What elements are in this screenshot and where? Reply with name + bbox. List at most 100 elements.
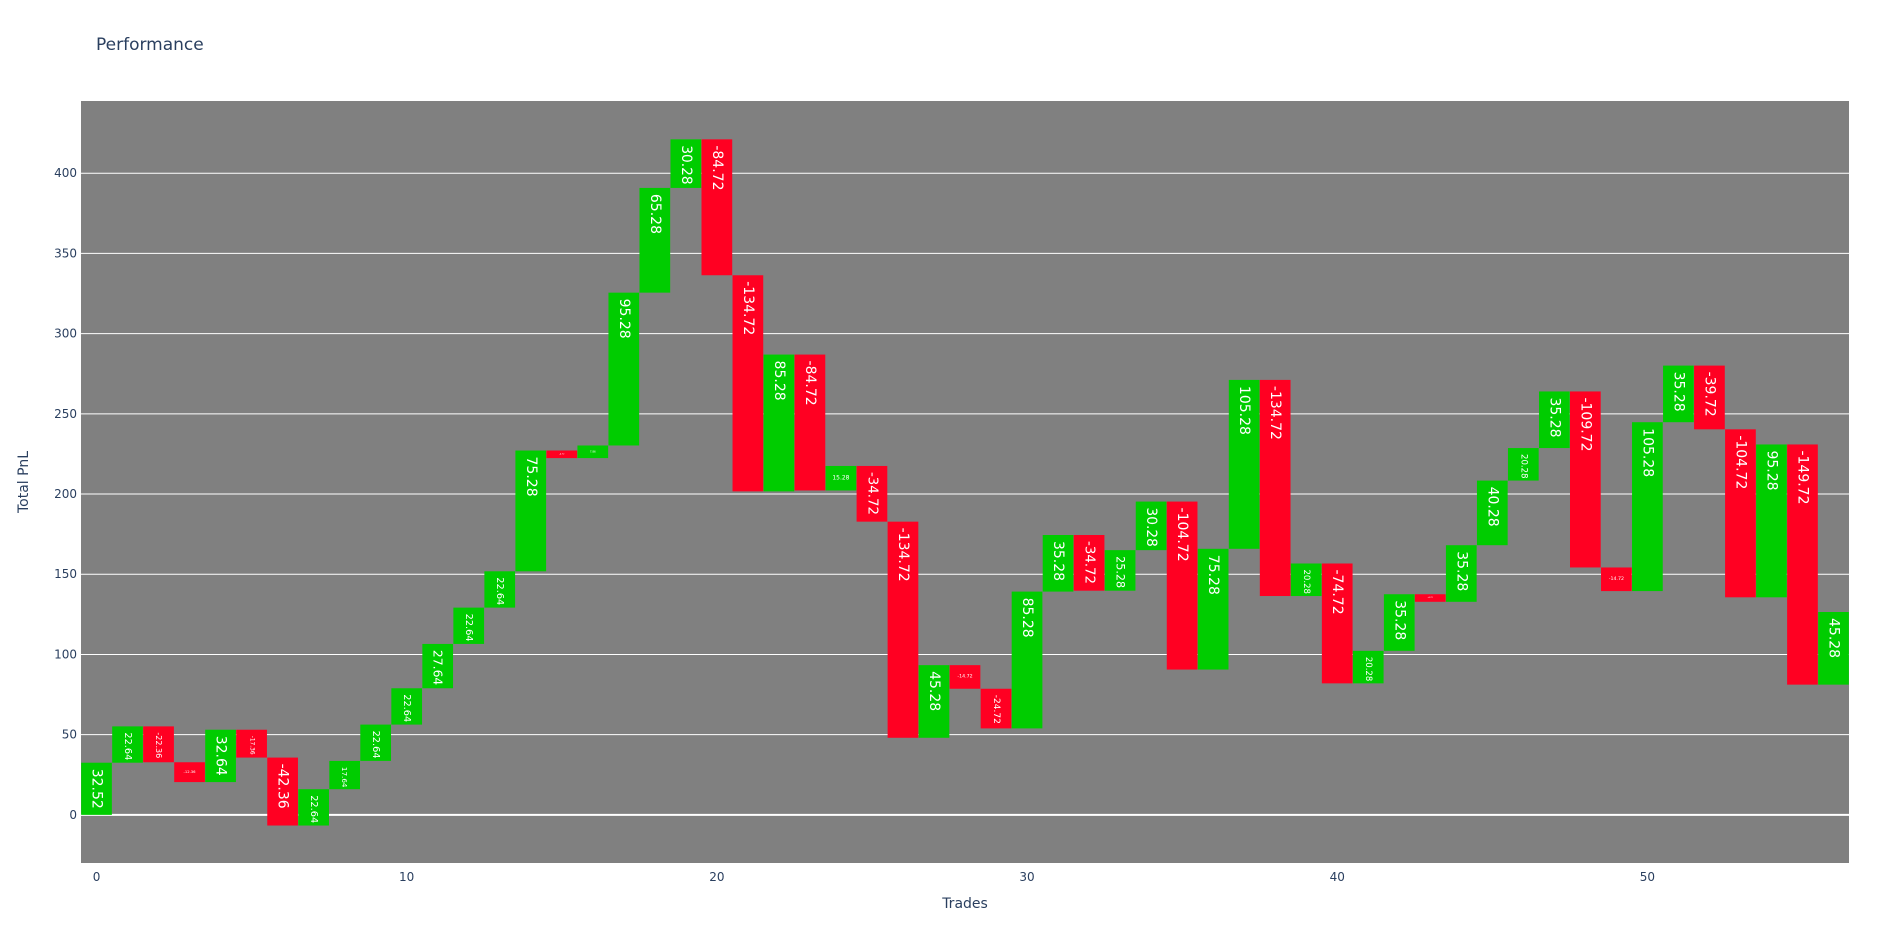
waterfall-bar [1197,548,1229,670]
bar-label: 105.28 [1639,428,1655,477]
bar-label: -39.72 [1701,372,1717,417]
x-tick-label: 20 [709,870,724,884]
waterfall-bar [980,688,1012,729]
waterfall-bar [1290,563,1322,597]
waterfall-bar [205,729,236,783]
y-axis-ticks: 0 50 100 150 200 250 300 350 400 [54,166,77,822]
x-tick-label: 30 [1019,870,1034,884]
waterfall-bar [918,665,950,738]
bar-label: 20.28 [1518,454,1528,478]
waterfall-bar [670,139,702,188]
waterfall-bar [1476,480,1508,546]
bar-label: 22.64 [122,732,133,760]
bar-label: 30.28 [1143,508,1159,547]
waterfall-bar [1569,391,1601,568]
waterfall-bar [1663,365,1694,423]
waterfall-bar [81,762,112,815]
waterfall-bar [236,729,267,758]
bar-label: 75.28 [1205,555,1221,595]
waterfall-bar [391,688,423,725]
x-axis-ticks: 0 10 20 30 40 50 [93,870,1655,884]
bar-label: -109.72 [1577,397,1593,451]
waterfall-bar [174,762,205,783]
x-tick-label: 40 [1330,870,1345,884]
bar-label: 45.28 [926,671,942,711]
bar-label: -84.72 [802,361,818,406]
waterfall-bar [887,521,919,738]
waterfall-bar [1228,379,1260,549]
waterfall-bar [298,789,329,826]
bar-label: -84.72 [709,145,725,190]
waterfall-bar [1383,594,1415,651]
bar-label: 25.28 [1114,556,1127,588]
bar-label: 32.64 [213,736,229,776]
bar-label: -34.72 [864,472,879,515]
bar-label: 22.64 [308,795,319,823]
bar-label: 95.28 [1763,450,1779,490]
waterfall-bar [1601,567,1632,592]
bar-label: -22.36 [154,732,163,758]
waterfall-bar [1507,448,1539,481]
bar-label: 20.28 [1363,657,1373,681]
bar-label: -4.72 [1428,597,1434,599]
bar-label: 30.28 [678,145,694,184]
waterfall-bar [1694,365,1725,430]
waterfall-bar [515,450,547,572]
bar-label: -42.36 [275,764,291,809]
waterfall-bar [1414,594,1446,602]
bar-label: -4.72 [559,453,565,455]
bar-label: -14.72 [1609,576,1624,582]
bar-label: 27.64 [431,650,445,686]
bar-label: -149.72 [1794,450,1810,504]
bar-label: 35.28 [1050,541,1066,581]
bar-label: 35.28 [1670,372,1686,412]
waterfall-bar [484,571,516,608]
bar-label: 35.28 [1546,397,1562,437]
y-tick-label: 150 [54,567,77,581]
waterfall-bar [1011,591,1043,729]
waterfall-bar [825,465,857,491]
y-tick-label: 300 [54,327,77,341]
bar-label: -134.72 [1267,386,1283,440]
bar-label: 22.64 [370,731,381,759]
bar-label: 7.86 [590,449,596,453]
bar-label: -134.72 [895,528,911,582]
bar-label: 15.28 [832,475,849,482]
bar-label: -34.72 [1082,541,1097,584]
bar-label: 20.28 [1301,569,1311,593]
waterfall-bar [608,292,640,446]
x-tick-label: 10 [399,870,414,884]
bar-label: -104.72 [1174,508,1190,562]
bar-label: 22.64 [494,577,505,605]
waterfall-bar [794,354,826,491]
bar-label: 40.28 [1484,487,1500,527]
waterfall-bar [856,465,888,522]
waterfall-bar [1538,391,1570,449]
waterfall-bar [1725,429,1756,598]
chart-title: Performance [96,35,204,55]
waterfall-bar [1135,501,1167,551]
waterfall-bar [546,450,578,459]
bar-label: 85.28 [1019,598,1035,638]
waterfall-bar [143,726,174,763]
bar-label: -12.36 [184,770,197,774]
y-tick-label: 50 [62,728,77,742]
y-axis-title: Total PnL [16,451,32,514]
waterfall-bar [1073,535,1105,591]
bar-label: 22.64 [463,614,474,642]
waterfall-bar [639,187,671,293]
waterfall-bar [1321,563,1353,684]
bar-label: 22.64 [401,694,412,722]
bar-label: 45.28 [1825,618,1841,658]
waterfall-bar [1042,535,1074,592]
bars [81,139,1849,826]
bar-label: -104.72 [1732,435,1748,489]
x-axis-title: Trades [941,896,988,912]
waterfall-bar [1632,422,1663,592]
waterfall-bar [1104,550,1136,591]
bar-label: -134.72 [740,281,756,335]
y-tick-label: 0 [69,808,77,822]
bar-label: 35.28 [1391,600,1407,640]
bar-label: 32.52 [89,769,105,809]
